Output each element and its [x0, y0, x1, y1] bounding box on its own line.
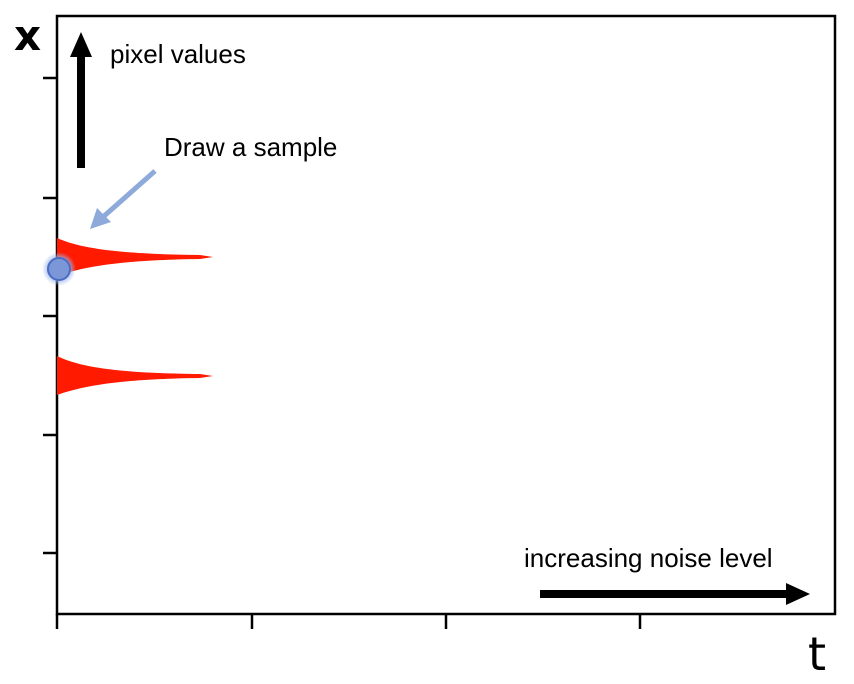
x-axis-label: t	[808, 627, 826, 681]
distribution-lower	[57, 356, 213, 395]
y-axis-ticks	[43, 76, 57, 555]
pixel-values-label: pixel values	[110, 39, 246, 69]
distribution-upper	[57, 238, 213, 276]
plot-frame	[55, 14, 837, 616]
y-axis-label: x	[14, 11, 41, 60]
noise-level-arrow	[540, 583, 810, 605]
pixel-values-arrow	[70, 32, 92, 168]
draw-sample-label: Draw a sample	[164, 132, 337, 162]
sample-point	[47, 257, 71, 281]
x-axis-ticks	[55, 614, 642, 629]
noise-level-label: increasing noise level	[524, 543, 773, 573]
draw-sample-pointer	[90, 169, 157, 229]
